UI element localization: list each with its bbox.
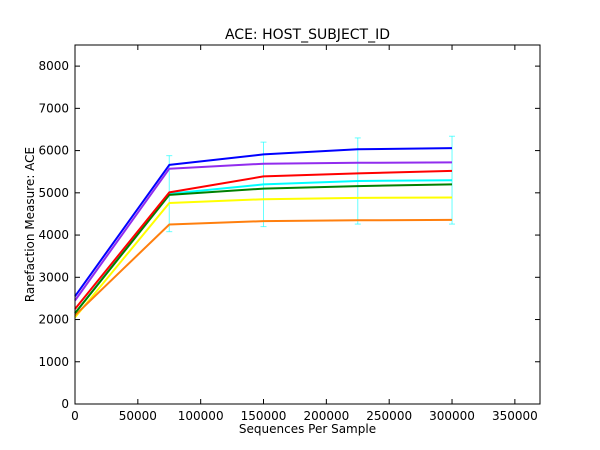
series-line-5 (74, 169, 453, 310)
series-line-2 (74, 196, 453, 319)
y-tick-label: 5000 (38, 186, 69, 200)
y-tick-label: 2000 (38, 313, 69, 327)
x-tick-label: 0 (71, 409, 79, 423)
axis-ticks: 0 50000 100000 150000 200000 250000 300000 3500… (38, 45, 540, 423)
series-line-6 (74, 161, 453, 302)
chart-title: ACE: HOST_SUBJECT_ID (225, 27, 390, 43)
plot-area (74, 135, 456, 319)
y-tick-label: 6000 (38, 144, 69, 158)
y-tick-label: 7000 (38, 101, 69, 115)
series-line-7 (74, 147, 453, 297)
x-axis-label: Sequences Per Sample (239, 422, 376, 436)
y-axis-label: Rarefaction Measure: ACE (23, 147, 37, 302)
y-tick-label: 3000 (38, 270, 69, 284)
x-tick-label: 250000 (366, 409, 412, 423)
x-tick-label: 300000 (429, 409, 475, 423)
y-tick-label: 4000 (38, 228, 69, 242)
y-tick-label: 0 (61, 397, 69, 411)
x-tick-label: 150000 (241, 409, 287, 423)
series-line-4 (74, 183, 453, 314)
y-tick-label: 8000 (38, 59, 69, 73)
y-tick-label: 1000 (38, 355, 69, 369)
x-tick-label: 350000 (492, 409, 538, 423)
x-tick-label: 50000 (119, 409, 157, 423)
plot-frame (74, 44, 541, 405)
x-tick-label: 100000 (178, 409, 224, 423)
x-tick-label: 200000 (303, 409, 349, 423)
series-line-3 (74, 218, 453, 317)
